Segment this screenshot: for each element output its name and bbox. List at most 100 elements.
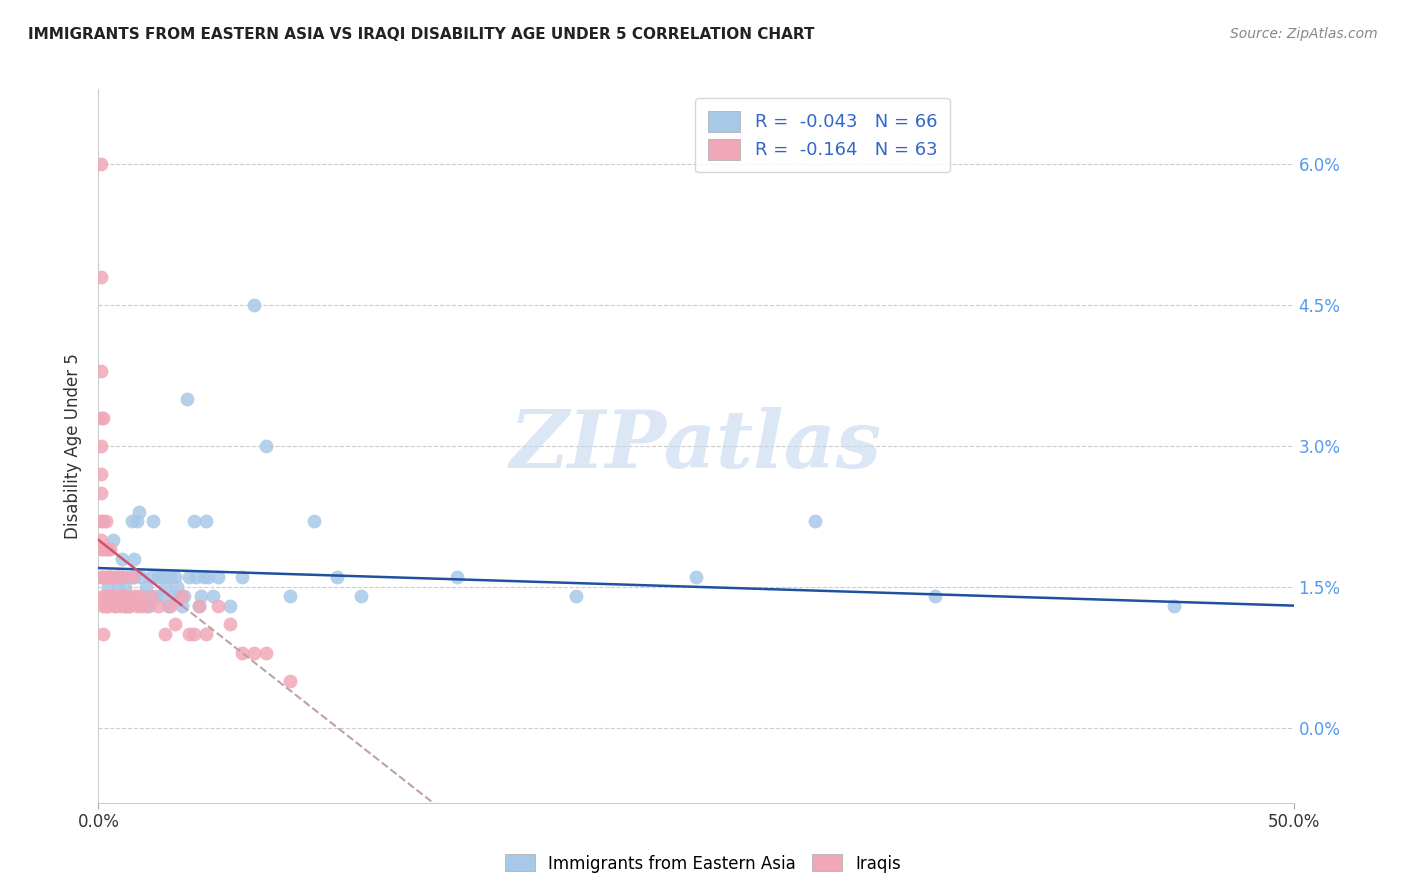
Point [97, 570, 120, 584]
Point [278, 673, 301, 688]
Text: IMMIGRANTS FROM EASTERN ASIA VS IRAQI DISABILITY AGE UNDER 5 CORRELATION CHART: IMMIGRANTS FROM EASTERN ASIA VS IRAQI DI… [28, 27, 814, 42]
Text: ZIPatlas: ZIPatlas [510, 408, 882, 484]
Point [183, 514, 205, 528]
Point [104, 599, 127, 613]
Point [104, 599, 127, 613]
Point [111, 551, 134, 566]
Point [131, 570, 153, 584]
Point [172, 599, 194, 613]
Point [219, 599, 242, 613]
Point [118, 599, 141, 613]
Point [685, 570, 707, 584]
Point [135, 580, 157, 594]
Point [148, 570, 170, 584]
Point [142, 514, 165, 528]
Point [565, 589, 588, 603]
Point [114, 580, 136, 594]
Point [90, 533, 112, 547]
Point [98, 570, 122, 584]
Point [107, 570, 129, 584]
Point [197, 570, 219, 584]
Point [446, 570, 468, 584]
Point [118, 599, 141, 613]
Point [94, 589, 117, 603]
Point [138, 599, 160, 613]
Point [145, 589, 167, 603]
Point [166, 580, 188, 594]
Point [90, 486, 112, 500]
Point [159, 570, 181, 584]
Point [169, 589, 191, 603]
Point [101, 589, 124, 603]
Point [139, 570, 162, 584]
Point [243, 298, 266, 312]
Point [179, 570, 201, 584]
Point [111, 570, 134, 584]
Point [131, 599, 153, 613]
Point [207, 570, 229, 584]
Point [125, 599, 148, 613]
Point [176, 392, 198, 406]
Point [156, 599, 179, 613]
Point [91, 589, 114, 603]
Point [107, 570, 129, 584]
Point [94, 589, 117, 603]
Point [194, 514, 218, 528]
Point [90, 570, 112, 584]
Point [139, 589, 162, 603]
Point [194, 627, 218, 641]
Point [94, 570, 117, 584]
Point [104, 570, 127, 584]
Point [254, 646, 277, 660]
Legend: R =  -0.043   N = 66, R =  -0.164   N = 63: R = -0.043 N = 66, R = -0.164 N = 63 [695, 98, 950, 172]
Point [97, 542, 120, 557]
Point [108, 589, 131, 603]
Point [114, 599, 136, 613]
Point [179, 627, 201, 641]
Point [101, 570, 124, 584]
Point [98, 589, 122, 603]
Point [124, 551, 146, 566]
Point [193, 570, 215, 584]
Point [190, 589, 212, 603]
Point [94, 599, 117, 613]
Point [187, 599, 209, 613]
Point [159, 599, 181, 613]
Point [90, 270, 112, 285]
Point [207, 599, 229, 613]
Point [155, 627, 177, 641]
Point [90, 439, 112, 453]
Point [202, 589, 225, 603]
Point [135, 599, 157, 613]
Point [90, 157, 112, 171]
Point [326, 570, 349, 584]
Point [278, 589, 301, 603]
Point [111, 570, 134, 584]
Point [90, 514, 112, 528]
Point [163, 570, 186, 584]
Point [107, 589, 129, 603]
Point [90, 542, 112, 557]
Point [91, 627, 114, 641]
Point [124, 570, 146, 584]
Point [125, 514, 148, 528]
Point [163, 617, 186, 632]
Point [172, 589, 194, 603]
Point [111, 589, 134, 603]
Y-axis label: Disability Age Under 5: Disability Age Under 5 [65, 353, 83, 539]
Point [90, 410, 112, 425]
Point [91, 570, 114, 584]
Point [173, 589, 195, 603]
Point [91, 542, 114, 557]
Point [219, 617, 242, 632]
Point [149, 589, 172, 603]
Point [107, 580, 129, 594]
Point [115, 570, 138, 584]
Point [302, 514, 325, 528]
Point [155, 580, 177, 594]
Point [924, 589, 946, 603]
Point [183, 627, 205, 641]
Legend: Immigrants from Eastern Asia, Iraqis: Immigrants from Eastern Asia, Iraqis [498, 847, 908, 880]
Point [115, 589, 138, 603]
Point [186, 570, 208, 584]
